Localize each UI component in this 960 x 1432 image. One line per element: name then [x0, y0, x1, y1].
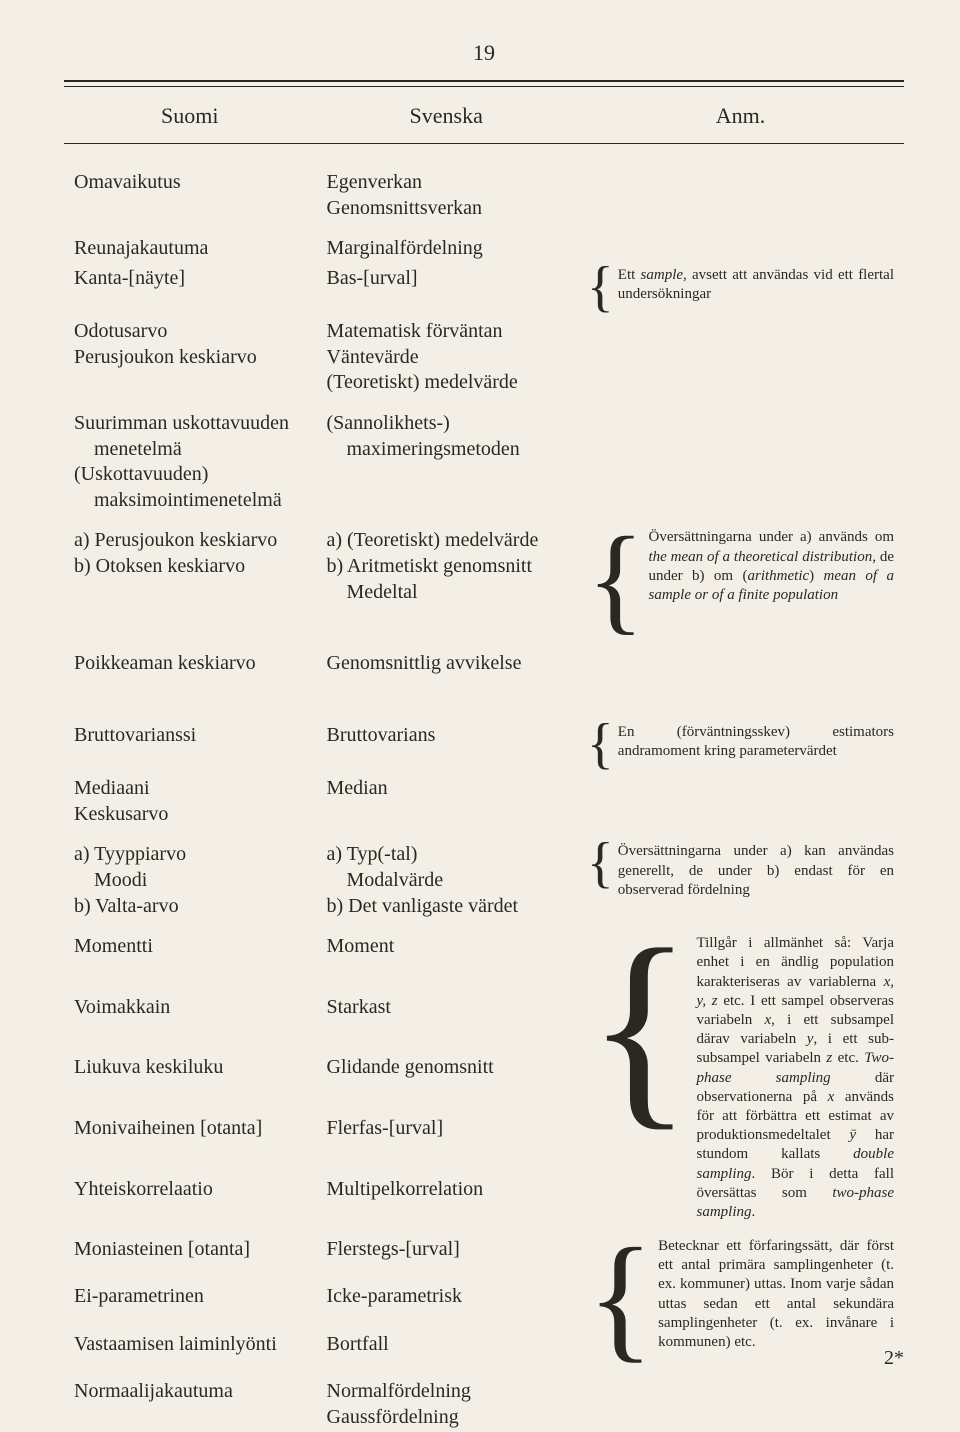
table-header-row: Suomi Svenska Anm. — [64, 87, 904, 144]
brace-icon: { — [587, 272, 614, 303]
brace-icon: { — [587, 729, 614, 760]
sv-term: a) (Teoretiskt) medelvärde b) Aritmetisk… — [316, 526, 576, 639]
sv-term: Marginalfördelning — [316, 234, 576, 264]
sv-term: Median — [316, 774, 576, 830]
table-row: a) Perusjoukon keskiarvo b) Otoksen kesk… — [64, 526, 904, 639]
sv-term: (Sannolikhets-) maximeringsmetoden — [316, 408, 576, 515]
note-flerstegs: { Betecknar ett förfaringssätt, där förs… — [587, 1237, 894, 1364]
sv-term: Flerstegs-[urval] — [316, 1235, 576, 1272]
fi-term: Vastaamisen laiminlyönti — [64, 1329, 316, 1366]
fi-term: Kanta-[näyte] — [64, 264, 316, 306]
fi-term: a) Perusjoukon keskiarvo b) Otoksen kesk… — [64, 526, 316, 639]
sv-term: Bas-[urval] — [316, 264, 576, 306]
fi-term: Odotusarvo Perusjoukon keskiarvo — [64, 317, 316, 398]
table-row: a) Tyyppiarvo Moodi b) Valta-arvo a) Typ… — [64, 840, 904, 921]
fi-term: Suurimman uskottavuuden menetelmä (Uskot… — [64, 408, 316, 515]
sv-term: Glidande genomsnitt — [316, 1053, 576, 1103]
table-row: Moniasteinen [otanta] Flerstegs-[urval] … — [64, 1235, 904, 1272]
sv-term: Bortfall — [316, 1329, 576, 1366]
signature-mark: 2* — [884, 1347, 904, 1370]
col-header-note: Anm. — [576, 87, 904, 144]
fi-term: Yhteiskorrelaatio — [64, 1174, 316, 1224]
sv-term: Normalfördelning Gaussfördelning — [316, 1377, 576, 1432]
fi-term: Normaalijakautuma — [64, 1377, 316, 1432]
fi-term: Mediaani Keskusarvo — [64, 774, 316, 830]
table-row: Reunajakautuma Marginalfördelning — [64, 234, 904, 264]
sv-term: Flerfas-[urval] — [316, 1113, 576, 1163]
sv-term: a) Typ(-tal) Modalvärde b) Det vanligast… — [316, 840, 576, 921]
note-bruttovarians: { En (förväntningsskev) estimators andra… — [587, 723, 894, 761]
col-header-fi: Suomi — [64, 87, 316, 144]
table-row: Suurimman uskottavuuden menetelmä (Uskot… — [64, 408, 904, 515]
fi-term: Momentti — [64, 932, 316, 982]
note-multiphase: { Tillgår i allmänhet så: Varja enhet i … — [587, 934, 894, 1222]
glossary-table: Suomi Svenska Anm. Omavaikutus Egenverka… — [64, 87, 904, 1432]
sv-term: Moment — [316, 932, 576, 982]
sv-term: Genomsnittlig avvikelse — [316, 649, 576, 679]
sv-term: Multipelkorrelation — [316, 1174, 576, 1224]
brace-icon: { — [587, 1231, 654, 1364]
fi-term: Bruttovarianssi — [64, 721, 316, 763]
fi-term: Poikkeaman keskiarvo — [64, 649, 316, 679]
sv-term: Matematisk förväntan Väntevärde (Teoreti… — [316, 317, 576, 398]
fi-term: Reunajakautuma — [64, 234, 316, 264]
sv-term: Egenverkan Genomsnittsverkan — [316, 168, 576, 223]
table-row: Mediaani Keskusarvo Median — [64, 774, 904, 830]
brace-icon: { — [587, 848, 614, 879]
fi-term: Ei-parametrinen — [64, 1282, 316, 1319]
sv-term: Starkast — [316, 992, 576, 1042]
table-row: Bruttovarianssi Bruttovarians { En (förv… — [64, 721, 904, 763]
note-typtal: { Översättningarna under a) kan an­vända… — [587, 842, 894, 900]
fi-term: a) Tyyppiarvo Moodi b) Valta-arvo — [64, 840, 316, 921]
table-row: Odotusarvo Perusjoukon keskiarvo Matemat… — [64, 317, 904, 398]
table-row: Omavaikutus Egenverkan Genomsnittsverkan — [64, 168, 904, 223]
sv-term: Bruttovarians — [316, 721, 576, 763]
table-row: Normaalijakautuma Normalfördelning Gauss… — [64, 1377, 904, 1432]
note-sample: { Ett sample, avsett att användas vid et… — [587, 266, 894, 304]
page-number: 19 — [64, 40, 904, 66]
fi-term: Monivaiheinen [otanta] — [64, 1113, 316, 1163]
table-row: Kanta-[näyte] Bas-[urval] { Ett sample, … — [64, 264, 904, 306]
note-mean: { Översättningarna under a) används om t… — [587, 528, 894, 636]
brace-icon: { — [587, 522, 645, 636]
brace-icon: { — [587, 916, 693, 1136]
fi-term: Liukuva keskiluku — [64, 1053, 316, 1103]
table-row: Poikkeaman keskiarvo Genomsnittlig avvik… — [64, 649, 904, 679]
col-header-sv: Svenska — [316, 87, 576, 144]
fi-term: Omavaikutus — [64, 168, 316, 223]
fi-term: Voimakkain — [64, 992, 316, 1042]
table-row: Momentti Moment { Tillgår i allmänhet så… — [64, 932, 904, 982]
top-double-rule — [64, 80, 904, 87]
sv-term: Icke-parametrisk — [316, 1282, 576, 1319]
fi-term: Moniasteinen [otanta] — [64, 1235, 316, 1272]
